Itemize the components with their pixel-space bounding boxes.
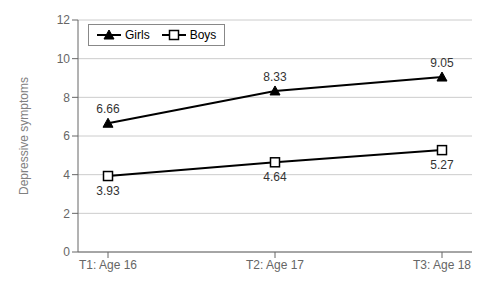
svg-text:6: 6: [63, 129, 70, 143]
svg-text:12: 12: [57, 13, 71, 27]
svg-text:8: 8: [63, 91, 70, 105]
svg-text:5.27: 5.27: [430, 158, 454, 172]
svg-text:8.33: 8.33: [263, 70, 287, 84]
svg-text:10: 10: [57, 52, 71, 66]
svg-text:0: 0: [63, 245, 70, 259]
svg-text:Depressive symptoms: Depressive symptoms: [17, 77, 31, 195]
html-text:Boys: Boys: [189, 28, 217, 42]
svg-text:4.64: 4.64: [263, 170, 287, 184]
svg-text:6.66: 6.66: [96, 102, 120, 116]
svg-text:T2: Age 17: T2: Age 17: [246, 258, 304, 272]
svg-text:4: 4: [63, 168, 70, 182]
html-text:Girls: Girls: [125, 28, 150, 42]
svg-text:3.93: 3.93: [96, 184, 120, 198]
svg-text:T1: Age 16: T1: Age 16: [79, 258, 137, 272]
svg-text:T3: Age 18: T3: Age 18: [413, 258, 471, 272]
svg-text:2: 2: [63, 207, 70, 221]
svg-text:9.05: 9.05: [430, 56, 454, 70]
